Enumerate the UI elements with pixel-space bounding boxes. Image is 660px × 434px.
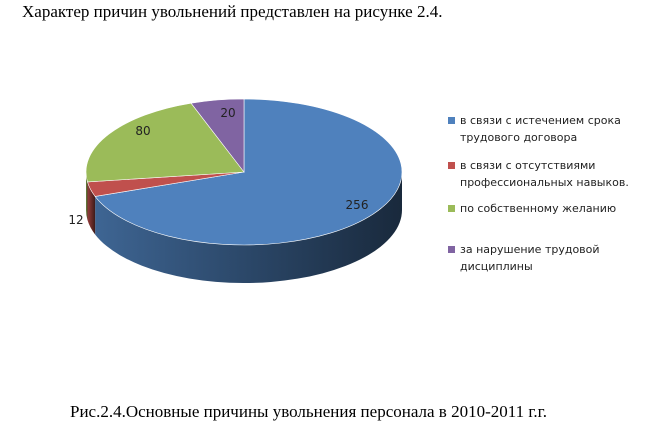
pie-tops — [85, 98, 403, 246]
pie-slice-side-2 — [86, 172, 88, 220]
pie-slice-0 — [94, 98, 403, 246]
pie-sides — [86, 172, 402, 283]
data-label-3: 20 — [220, 106, 235, 120]
legend-swatch — [448, 117, 455, 124]
pie-slice-side-0 — [95, 172, 402, 283]
legend-swatch — [448, 162, 455, 169]
data-label-1: 12 — [68, 213, 83, 227]
pie-slice-side-1 — [87, 181, 96, 235]
data-label-0: 256 — [346, 198, 369, 212]
pie-slice-2 — [85, 102, 245, 183]
data-label-2: 80 — [135, 124, 150, 138]
legend-label: по собственному желанию — [460, 202, 617, 215]
legend-label: за нарушение трудовой дисциплины — [460, 243, 600, 273]
intro-text: Характер причин увольнений представлен н… — [22, 2, 443, 21]
legend-swatch — [448, 246, 455, 253]
legend-label: в связи с отсутствиями профессиональных … — [460, 159, 629, 189]
legend-swatch — [448, 205, 455, 212]
legend-label: в связи с истечением срока трудового дог… — [460, 114, 621, 144]
figure-caption: Рис.2.4.Основные причины увольнения перс… — [70, 402, 547, 421]
pie-slice-3 — [190, 98, 245, 173]
